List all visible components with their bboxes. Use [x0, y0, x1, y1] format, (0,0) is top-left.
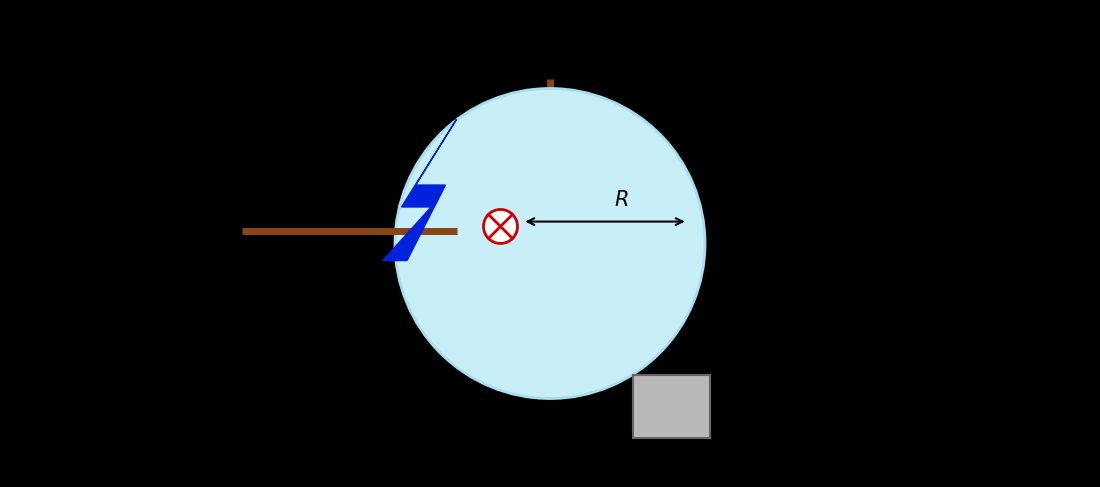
Ellipse shape: [484, 209, 517, 244]
Text: R: R: [614, 189, 629, 210]
Ellipse shape: [395, 89, 705, 398]
Bar: [632, 375, 710, 438]
Polygon shape: [383, 119, 456, 261]
